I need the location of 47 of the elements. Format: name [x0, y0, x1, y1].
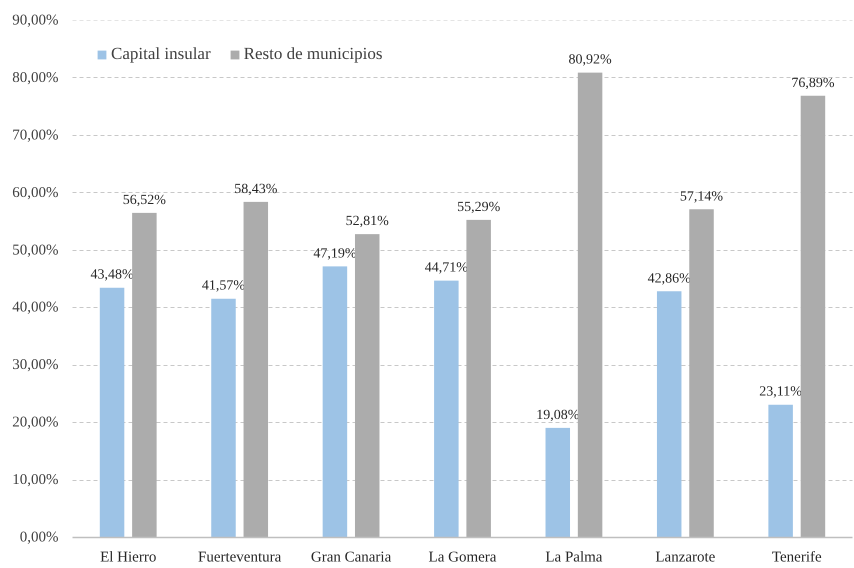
- bar: [578, 72, 602, 538]
- bar: [244, 202, 268, 538]
- bar: [211, 298, 236, 538]
- y-tick-label: 40,00%: [12, 300, 59, 316]
- data-label: 52,81%: [346, 214, 390, 230]
- bar: [132, 212, 157, 538]
- y-tick-label: 70,00%: [12, 127, 59, 144]
- bar: [768, 404, 793, 538]
- x-tick-label: La Palma: [545, 550, 603, 566]
- bar: [546, 428, 570, 538]
- bar: [354, 234, 380, 538]
- bar: [100, 288, 124, 538]
- y-tick-label: 10,00%: [12, 472, 59, 488]
- bar: [322, 266, 348, 538]
- legend-label: Capital insular: [111, 44, 211, 64]
- bar: [689, 209, 714, 538]
- data-label: 42,86%: [648, 271, 692, 286]
- bar: [656, 291, 682, 538]
- y-tick-label: 30,00%: [12, 357, 59, 374]
- y-tick-label: 50,00%: [12, 242, 59, 258]
- data-label: 43,48%: [90, 268, 134, 283]
- data-label: 44,71%: [424, 260, 468, 276]
- data-label: 58,43%: [234, 182, 278, 197]
- x-tick-label: Fuerteventura: [198, 550, 282, 566]
- data-label: 19,08%: [536, 408, 580, 423]
- bar: [434, 280, 459, 538]
- x-tick-label: Tenerife: [772, 550, 822, 566]
- x-tick-label: Lanzarote: [655, 550, 716, 566]
- legend-label: Resto de municipios: [244, 44, 382, 64]
- y-tick-label: 20,00%: [12, 414, 59, 431]
- data-label: 57,14%: [680, 189, 724, 204]
- y-tick-label: 0,00%: [20, 530, 59, 546]
- x-tick-label: Gran Canaria: [310, 550, 392, 566]
- data-label: 80,92%: [568, 52, 612, 68]
- bar: [466, 220, 491, 538]
- y-tick-label: 90,00%: [12, 12, 59, 28]
- y-tick-label: 80,00%: [12, 70, 59, 86]
- bar: [800, 96, 826, 538]
- data-label: 41,57%: [202, 278, 246, 294]
- x-tick-label: El Hierro: [100, 550, 156, 566]
- y-tick-label: 60,00%: [12, 184, 59, 201]
- data-label: 23,11%: [759, 384, 802, 400]
- x-tick-label: La Gomera: [428, 550, 497, 566]
- data-label: 76,89%: [791, 76, 835, 91]
- data-label: 56,52%: [122, 192, 166, 208]
- data-label: 47,19%: [313, 246, 357, 262]
- data-label: 55,29%: [457, 200, 501, 215]
